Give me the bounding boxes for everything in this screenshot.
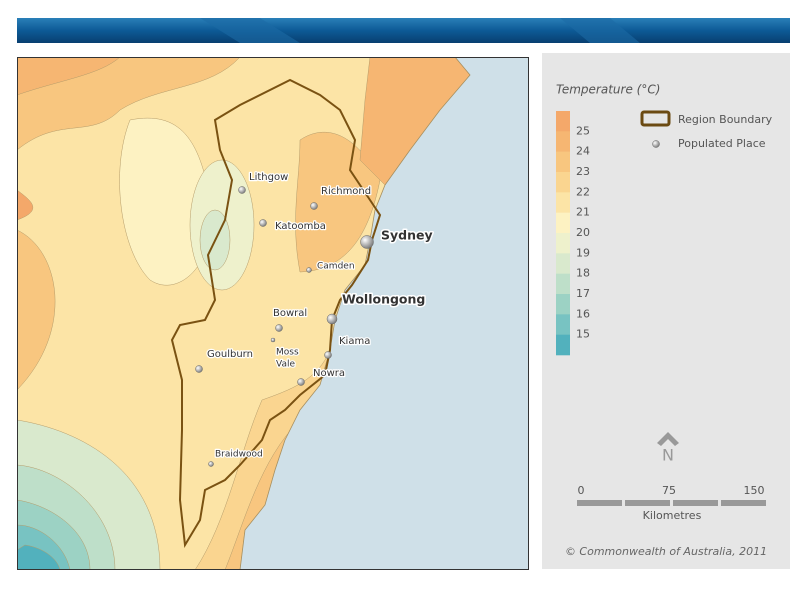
north-label: N	[662, 446, 674, 465]
place-label: Bowral	[273, 308, 307, 319]
north-arrow	[657, 432, 679, 446]
scale-bar	[577, 500, 766, 506]
scale-label: 24	[576, 145, 590, 158]
legend-item: Populated Place	[678, 137, 766, 150]
scale-swatch	[556, 131, 570, 152]
banner	[17, 18, 790, 43]
place-label: Sydney	[381, 228, 433, 243]
place-label: Wollongong	[342, 292, 425, 307]
place-label: Richmond	[321, 186, 371, 197]
scale-unit: Kilometres	[643, 509, 702, 522]
scale-tick: 150	[744, 484, 765, 497]
region-boundary	[170, 78, 382, 549]
map: Lithgow Richmond Katoomba Sydney Camden …	[18, 58, 528, 569]
place-label: Kiama	[339, 336, 370, 347]
legend-title: Temperature (°C)	[556, 83, 660, 97]
scale-label: 23	[576, 165, 590, 178]
scale-swatch	[556, 212, 570, 234]
color-scale: 25 24 23 22 21 20 19 18 17 16 15	[556, 111, 590, 356]
boundary-swatch	[640, 110, 671, 127]
place-label: Katoomba	[275, 221, 326, 232]
scale-label: 20	[576, 226, 590, 239]
scale-label: 17	[576, 287, 590, 300]
scale-swatch	[556, 192, 570, 213]
legend-panel	[542, 53, 790, 569]
scale-label: 15	[576, 328, 590, 341]
scale-label: 21	[576, 206, 590, 219]
place-label: Braidwood	[215, 450, 263, 460]
place-label: Goulburn	[207, 349, 253, 360]
scale-swatch	[556, 151, 570, 173]
scale-label: 19	[576, 246, 590, 259]
banner-swoosh	[200, 18, 640, 43]
scale-swatch	[556, 233, 570, 254]
scale-swatch	[556, 294, 570, 315]
scale-tick: 0	[578, 484, 585, 497]
scale-swatch	[556, 172, 570, 193]
place-swatch	[652, 140, 660, 148]
scale-label: 22	[576, 185, 590, 198]
place-markers	[195, 186, 374, 467]
map-frame	[17, 57, 529, 570]
scale-label: 16	[576, 307, 590, 320]
scale-swatch	[556, 253, 570, 274]
place-label: Lithgow	[249, 172, 288, 183]
scale-swatch	[556, 273, 570, 295]
place-label: Vale	[276, 360, 295, 370]
place-label: Camden	[317, 262, 355, 272]
scale-swatch	[556, 314, 570, 335]
contours	[18, 58, 471, 569]
scale-swatch	[556, 334, 570, 356]
legend-item: Region Boundary	[678, 113, 773, 126]
place-label: Nowra	[313, 368, 345, 379]
scale-tick: 75	[662, 484, 676, 497]
copyright: © Commonwealth of Australia, 2011	[565, 545, 767, 558]
place-label: Moss	[276, 348, 299, 358]
scale-label: 18	[576, 267, 590, 280]
scale-swatch	[556, 111, 570, 132]
scale-label: 25	[576, 124, 590, 137]
